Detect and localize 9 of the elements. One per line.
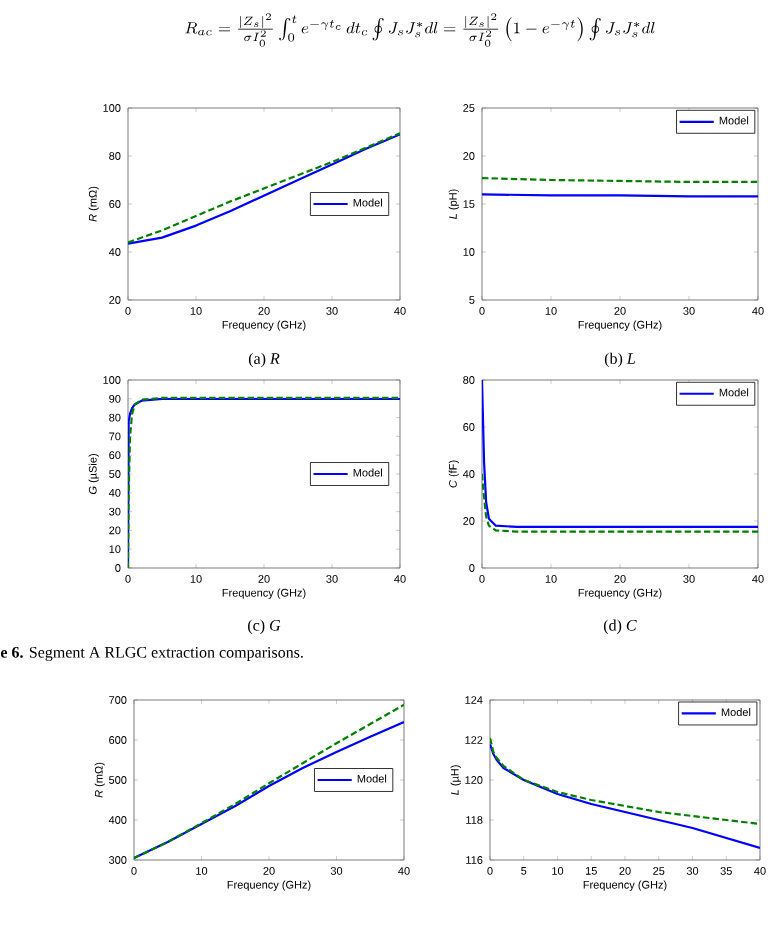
text: (d) C (603, 619, 637, 634)
line-series (490, 736, 760, 826)
text: e 6. Segment A RLGC extraction comparisons. (0, 646, 303, 662)
text: (b) L (604, 352, 635, 368)
text: (a) R (248, 352, 280, 368)
line-series (482, 472, 758, 533)
text: (c) G (248, 619, 281, 634)
text: $R_{ac}=\frac{|Z_s|^2}{\sigma I_0^2}\int_0^t e^{-\gamma t_c}\,dt_c\oint J_sJ_s^*dl=\frac{|Z_s|^2}{\sigma I_0^2}\left(1-e^{-\gamma t}\right)\oint J_sJ_s^*dl$ (185, 13, 655, 47)
line-series (482, 380, 758, 528)
